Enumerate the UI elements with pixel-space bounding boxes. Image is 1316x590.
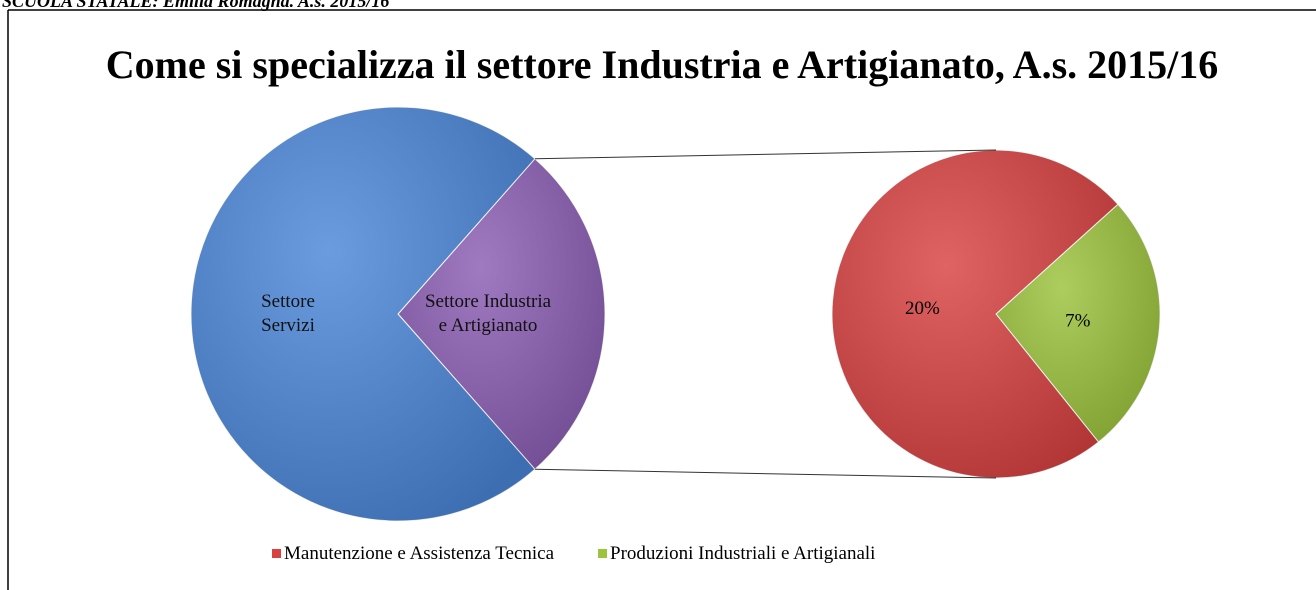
legend-swatch [272,549,281,558]
page-header: SCUOLA STATALE: Emilia Romagna. A.s. 201… [2,0,390,11]
chart-title: Come si specializza il settore Industria… [106,42,1219,87]
slice-shade [190,106,535,521]
legend-swatch [598,549,608,558]
slice-shade [996,204,1160,443]
connector-line [534,468,997,479]
connector-line [534,149,997,160]
data-label: 7% [1065,311,1091,332]
legend-label: Produzioni Industriali e Artigianali [610,543,875,564]
legend-label: Manutenzione e Assistenza Tecnica [284,543,555,564]
slice-label: Settore Industria e Artigianato [424,291,552,336]
slice-label: Settore Servizi [261,291,315,336]
slice-shade [831,149,1118,478]
slice-shade [398,158,605,470]
data-label: 20% [905,298,940,319]
